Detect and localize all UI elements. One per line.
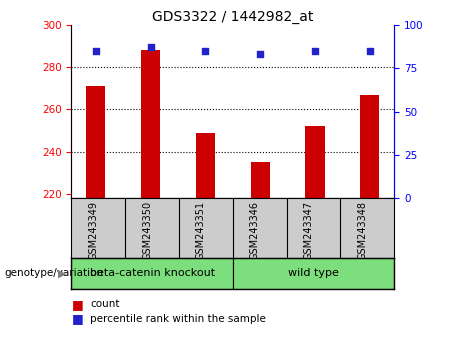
Point <box>311 48 319 53</box>
Text: beta-catenin knockout: beta-catenin knockout <box>89 268 215 279</box>
Text: GSM243348: GSM243348 <box>357 201 367 260</box>
Bar <box>251 162 270 198</box>
Text: percentile rank within the sample: percentile rank within the sample <box>90 314 266 324</box>
Point <box>147 45 154 50</box>
Bar <box>86 86 105 198</box>
Title: GDS3322 / 1442982_at: GDS3322 / 1442982_at <box>152 10 313 24</box>
Bar <box>306 126 325 198</box>
Text: ■: ■ <box>71 298 83 311</box>
Text: ■: ■ <box>71 312 83 325</box>
Text: GSM243350: GSM243350 <box>142 201 152 261</box>
Text: GSM243347: GSM243347 <box>303 201 313 261</box>
Bar <box>141 50 160 198</box>
Text: GSM243346: GSM243346 <box>250 201 260 260</box>
Text: wild type: wild type <box>288 268 339 279</box>
Bar <box>361 95 379 198</box>
Bar <box>196 133 215 198</box>
Text: GSM243351: GSM243351 <box>196 201 206 261</box>
Point <box>366 48 373 53</box>
Point <box>202 48 209 53</box>
Text: ▶: ▶ <box>59 268 67 279</box>
Text: GSM243349: GSM243349 <box>89 201 98 260</box>
Point <box>256 51 264 57</box>
Text: count: count <box>90 299 119 309</box>
Point <box>92 48 100 53</box>
Bar <box>233 258 394 289</box>
Text: genotype/variation: genotype/variation <box>5 268 104 279</box>
Bar <box>71 258 233 289</box>
